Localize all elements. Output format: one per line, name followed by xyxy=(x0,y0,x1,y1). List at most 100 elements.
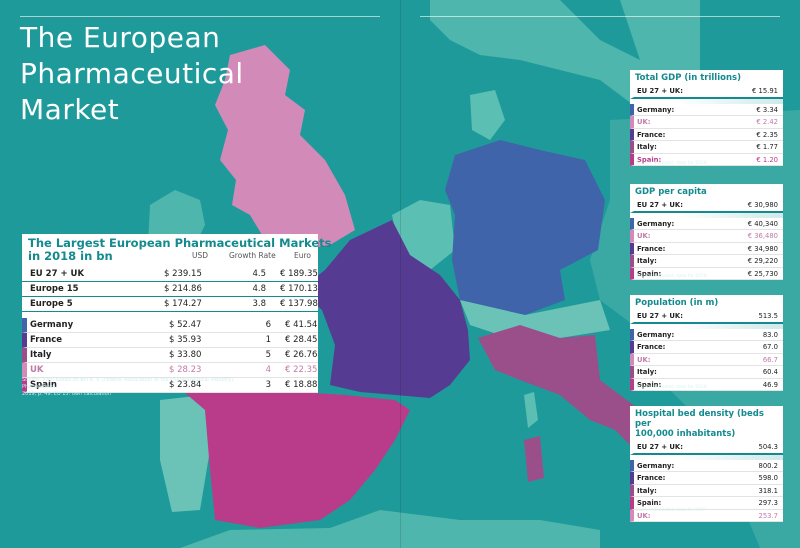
box-title: GDP per capita xyxy=(635,187,707,197)
spacer xyxy=(630,454,783,460)
row-value: 318.1 xyxy=(758,486,778,495)
row-euro: € 28.45 xyxy=(285,335,318,345)
total-gdp-box: Total GDP (in trillions) EU 27 + UK: € 15.… xyxy=(630,70,783,166)
row-name: France xyxy=(30,335,63,345)
row-value: 297.3 xyxy=(758,499,778,507)
summary-row: EU 27 + UK: € 15.91 xyxy=(630,85,783,99)
country-row: Germany: 83.0 xyxy=(630,328,783,341)
country-rows: Germany $ 52.47 6 € 41.54 France $ 35.93 1 € 28… xyxy=(22,318,318,393)
row-label: UK: xyxy=(637,511,651,520)
row-value: 800.2 xyxy=(758,461,778,470)
row-label: UK: xyxy=(637,355,651,364)
country-row: UK: 253.7 xyxy=(630,509,783,522)
row-euro: € 170.13 xyxy=(280,284,318,294)
hospital-bed-density-box: Hospital bed density (beds per 100,000 in… xyxy=(630,406,783,522)
row-usd: $ 52.47 xyxy=(169,320,202,330)
country-row: Germany: € 3.34 xyxy=(630,103,783,116)
north-africa-region xyxy=(180,510,600,548)
row-growth: 4 xyxy=(265,365,271,375)
row-label: EU 27 + UK: xyxy=(637,312,683,320)
gdp-capita-source: Source: Eurostat, data for 2018 xyxy=(636,274,707,279)
row-label: France: xyxy=(637,244,666,253)
box-title-line: 100,000 inhabitants) xyxy=(635,429,736,439)
row-value: € 25,730 xyxy=(747,269,778,278)
row-growth: 3 xyxy=(265,380,271,390)
row-growth: 4.5 xyxy=(252,269,266,279)
spain-region xyxy=(170,380,410,528)
table-title-line: The Largest European Pharmaceutical Mark… xyxy=(28,236,332,250)
country-row: UK: € 2.42 xyxy=(630,116,783,129)
sardinia-region xyxy=(524,436,544,482)
country-row: Spain: 297.3 xyxy=(630,497,783,510)
col-growth: Growth Rate xyxy=(229,251,276,260)
table-row: Europe 15 $ 214.86 4.8 € 170.13 xyxy=(22,282,318,297)
row-label: Germany: xyxy=(637,330,675,339)
row-name: Spain xyxy=(30,380,57,390)
row-label: UK: xyxy=(637,232,651,240)
table-row: Germany $ 52.47 6 € 41.54 xyxy=(22,318,318,333)
title-line: Pharmaceutical xyxy=(20,57,244,90)
row-value: € 2.35 xyxy=(756,130,778,139)
row-value: 67.0 xyxy=(762,343,778,351)
country-row: Spain: € 25,730 xyxy=(630,267,783,280)
row-label: France: xyxy=(637,343,666,351)
row-growth: 6 xyxy=(265,320,271,330)
row-label: Germany: xyxy=(637,461,675,470)
alpine-region xyxy=(460,300,610,338)
row-name: Europe 5 xyxy=(30,299,73,309)
row-value: € 36,480 xyxy=(747,232,778,240)
row-value: € 2.42 xyxy=(756,118,778,126)
row-euro: € 22.35 xyxy=(285,365,318,375)
country-row: Italy: 318.1 xyxy=(630,484,783,497)
portugal-region xyxy=(160,395,210,512)
row-label: Spain: xyxy=(637,269,662,278)
row-value: 83.0 xyxy=(762,330,778,339)
row-name: EU 27 + UK xyxy=(30,269,85,279)
germany-region xyxy=(445,140,605,315)
population-source: Source: Eurostat, data for 2018 xyxy=(636,385,707,390)
country-row: France: 598.0 xyxy=(630,472,783,485)
country-row: Germany: 800.2 xyxy=(630,459,783,472)
row-growth: 1 xyxy=(265,335,271,345)
row-usd: $ 28.23 xyxy=(169,365,202,375)
box-title: Population (in m) xyxy=(635,298,719,308)
row-label: EU 27 + UK: xyxy=(637,87,683,95)
col-euro: Euro xyxy=(294,251,311,260)
row-label: EU 27 + UK: xyxy=(637,201,683,209)
box-title: Total GDP (in trillions) xyxy=(635,73,741,83)
row-label: Germany: xyxy=(637,219,675,228)
row-value: € 15.91 xyxy=(752,87,778,95)
page-title: The European Pharmaceutical Market xyxy=(20,20,244,128)
gdp-per-capita-box: GDP per capita EU 27 + UK: € 30,980 Germany… xyxy=(630,184,783,280)
row-value: 66.7 xyxy=(762,355,778,364)
table-row: UK $ 28.23 4 € 22.35 xyxy=(22,363,318,378)
country-row: France: € 2.35 xyxy=(630,128,783,141)
row-euro: € 137.98 xyxy=(280,299,318,309)
row-value: 504.3 xyxy=(758,443,778,451)
row-growth: 5 xyxy=(265,350,271,360)
row-name: Italy xyxy=(30,350,52,360)
row-value: 46.9 xyxy=(762,380,778,389)
top-rule-left xyxy=(20,16,380,17)
row-label: France: xyxy=(637,130,666,139)
row-usd: $ 35.93 xyxy=(169,335,202,345)
page-fold xyxy=(400,0,401,548)
row-label: Italy: xyxy=(637,368,657,376)
row-usd: $ 23.84 xyxy=(169,380,202,390)
country-row: Spain: 46.9 xyxy=(630,378,783,391)
corsica-region xyxy=(524,392,538,428)
row-usd: $ 239.15 xyxy=(164,269,202,279)
row-label: Italy: xyxy=(637,143,657,151)
spacer xyxy=(22,312,318,318)
pharma-markets-table: The Largest European Pharmaceutical Mark… xyxy=(22,234,332,393)
country-row: Italy: € 29,220 xyxy=(630,255,783,268)
row-value: 60.4 xyxy=(762,368,778,376)
row-value: 253.7 xyxy=(758,511,778,520)
spacer xyxy=(630,323,783,329)
country-row: UK: € 36,480 xyxy=(630,230,783,243)
row-label: Germany: xyxy=(637,105,675,114)
table-row: Spain $ 23.84 3 € 18.88 xyxy=(22,378,318,393)
source-line: Source: IQES based on BPI e. V. (Federal… xyxy=(22,377,235,390)
row-growth: 4.8 xyxy=(252,284,266,294)
